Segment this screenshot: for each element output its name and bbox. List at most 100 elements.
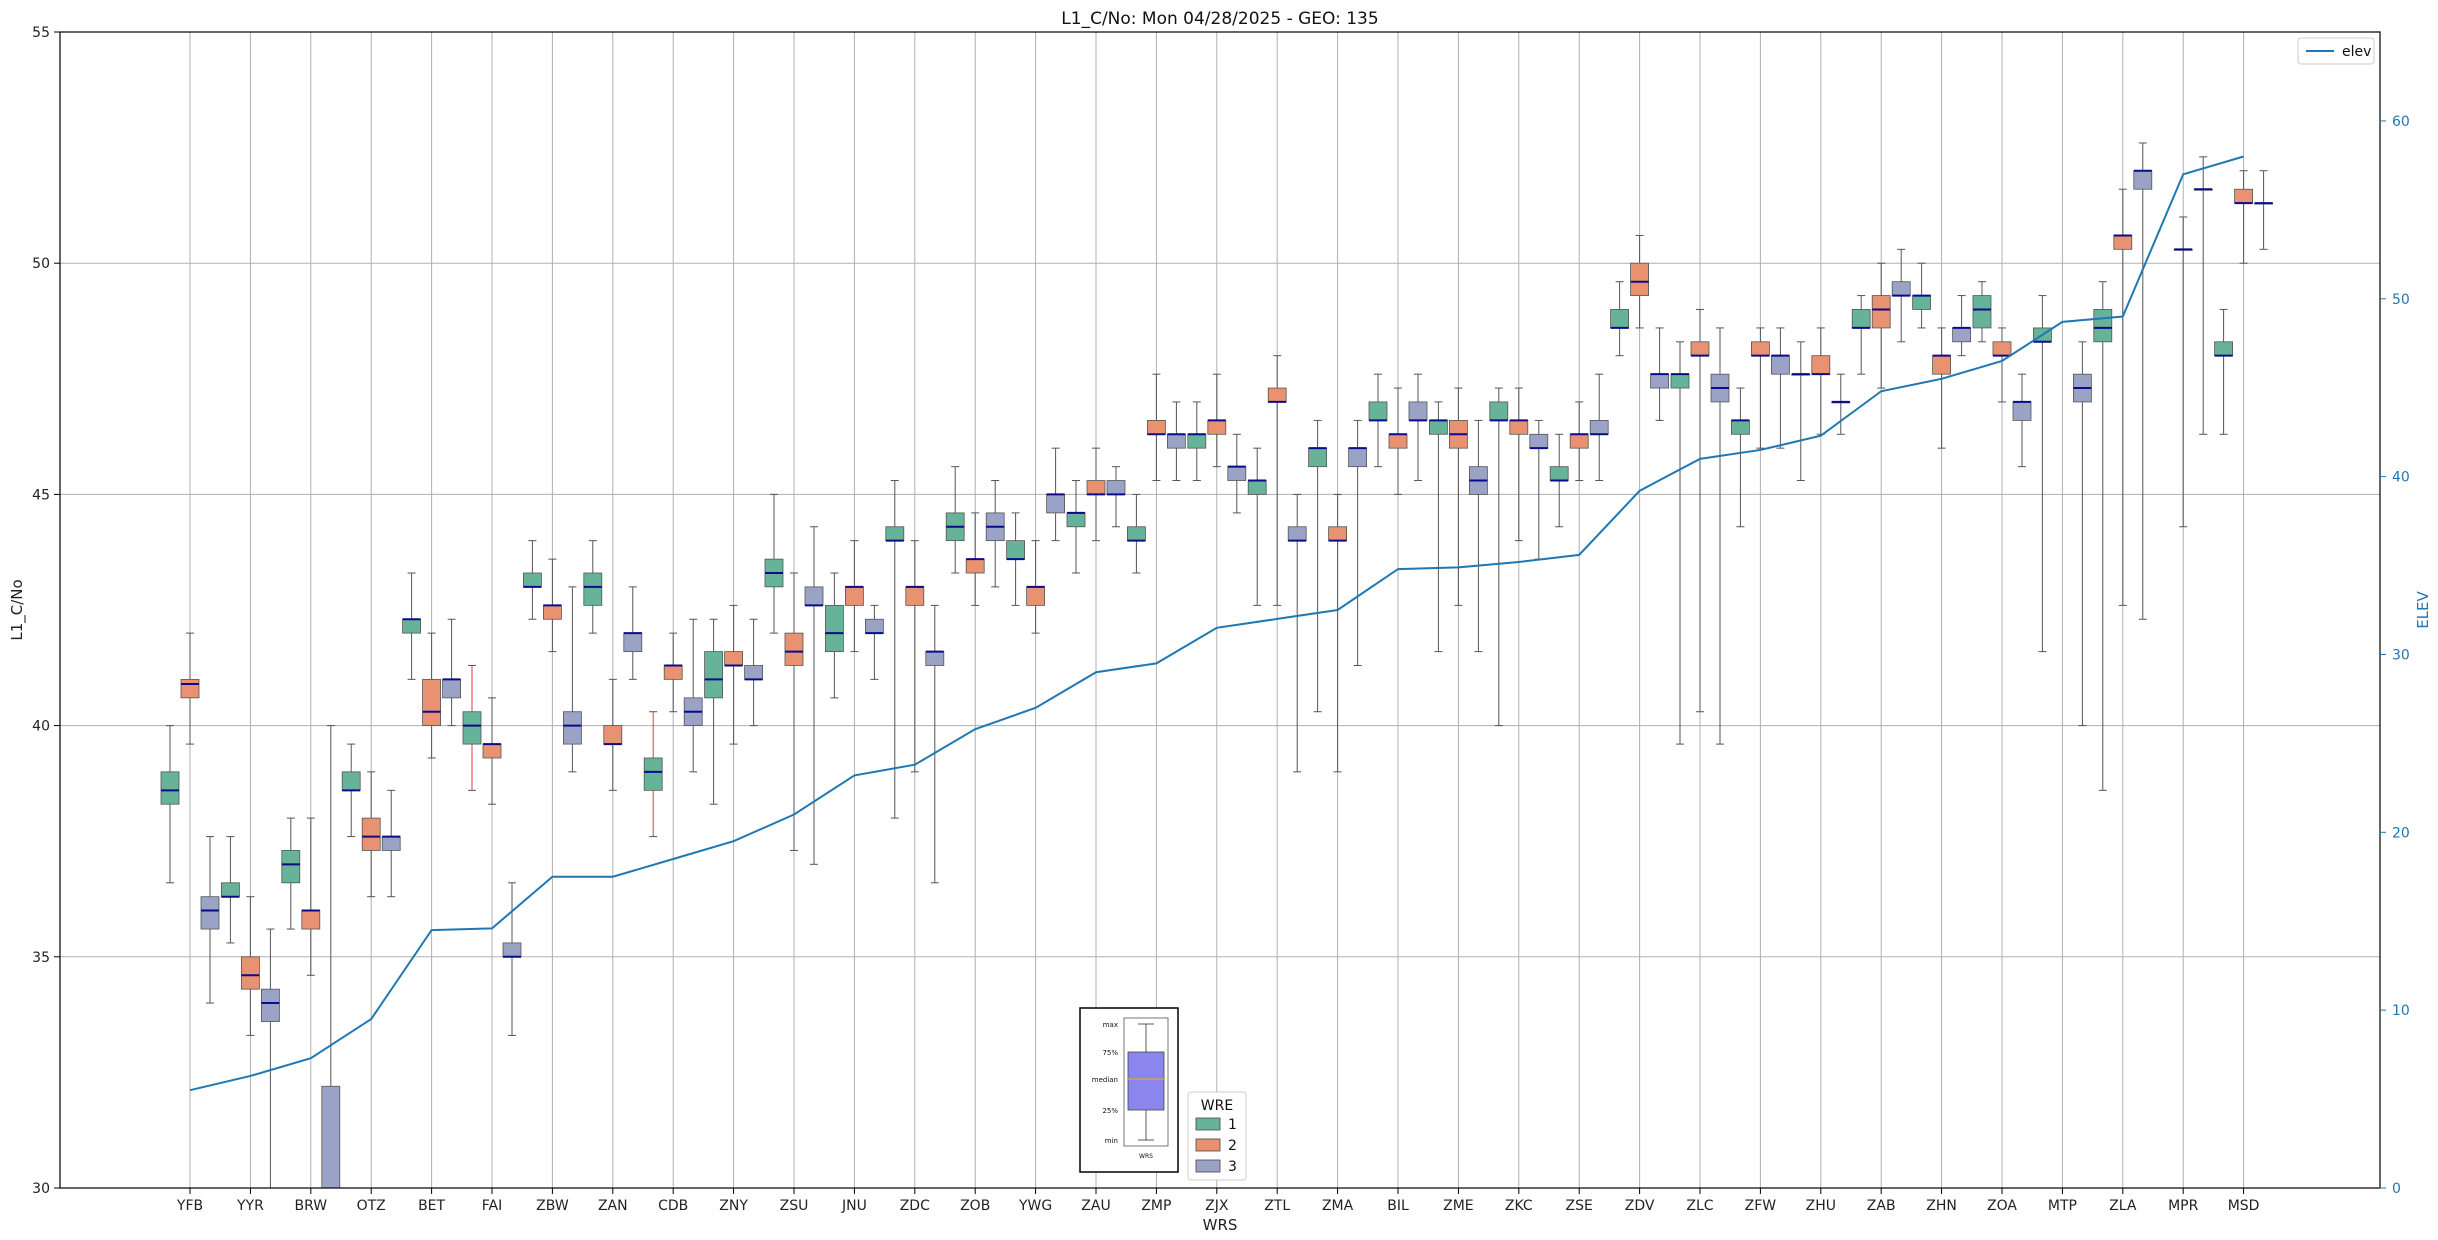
iqr-box bbox=[341, 771, 361, 791]
x-tick-label: ZAU bbox=[1081, 1198, 1110, 1214]
box-ZTL-wre3 bbox=[1287, 493, 1307, 773]
iqr-box bbox=[1147, 420, 1166, 435]
box-ZFW-wre1 bbox=[1731, 387, 1750, 528]
box-YWG-wre1 bbox=[1006, 512, 1025, 606]
box-FAI-wre2 bbox=[482, 697, 502, 805]
box-ZSU-wre2 bbox=[784, 572, 804, 851]
box-ZNY-wre1 bbox=[704, 618, 723, 805]
box-ZAU-wre2 bbox=[1086, 447, 1106, 542]
iqr-box bbox=[784, 632, 804, 666]
box-FAI-wre3 bbox=[502, 882, 522, 1036]
iqr-box bbox=[583, 572, 603, 606]
iqr-box bbox=[1408, 401, 1428, 421]
box-ZDV-wre2 bbox=[1630, 234, 1649, 329]
x-tick-label: YYR bbox=[236, 1198, 264, 1214]
x-tick-label: JNU bbox=[841, 1198, 867, 1214]
iqr-box bbox=[482, 743, 502, 759]
box-ZHU-wre3 bbox=[1831, 373, 1851, 435]
x-tick-label: ZKC bbox=[1505, 1198, 1533, 1214]
iqr-box bbox=[1006, 540, 1025, 560]
x-tick-label: BET bbox=[418, 1198, 445, 1214]
iqr-box bbox=[220, 882, 240, 898]
y2-tick-label: 20 bbox=[2392, 825, 2410, 841]
plot-frame bbox=[59, 31, 2381, 1189]
box-ZOB-wre3 bbox=[985, 480, 1005, 588]
boxplot-key-inset: max 75% median 25% min WRS bbox=[1079, 1007, 1179, 1173]
iqr-box bbox=[1167, 433, 1186, 449]
box-ZJX-wre1 bbox=[1187, 401, 1207, 482]
y-tick-label: 45 bbox=[32, 487, 50, 503]
box-ZTL-wre1 bbox=[1247, 447, 1267, 606]
box-ZOA-wre3 bbox=[2012, 373, 2032, 468]
box-ZMA-wre1 bbox=[1308, 419, 1327, 713]
iqr-box bbox=[744, 665, 763, 680]
iqr-box bbox=[1751, 341, 1770, 357]
box-BET-wre1 bbox=[402, 572, 422, 680]
box-ZJX-wre3 bbox=[1227, 433, 1247, 514]
iqr-box bbox=[1046, 493, 1065, 514]
iqr-box bbox=[724, 651, 743, 666]
box-MSD-wre3 bbox=[2254, 170, 2274, 250]
x-tick-label: ZFW bbox=[1745, 1198, 1777, 1214]
wre-legend-swatch-2 bbox=[1195, 1138, 1221, 1152]
elev-legend-frame bbox=[2297, 37, 2375, 65]
iqr-box bbox=[2113, 235, 2133, 250]
y-tick-label: 35 bbox=[32, 950, 50, 966]
x-tick-label: BIL bbox=[1387, 1198, 1409, 1214]
box-ZFW-wre2 bbox=[1751, 327, 1770, 449]
y-axis-label: L1_C/No bbox=[8, 579, 27, 640]
axis-layer: 30 35 40 45 50 55 0 10 20 30 40 50 60 YFB YYR BRW OTZ BET… bbox=[32, 25, 2410, 1214]
x-tick-label: MPR bbox=[2168, 1198, 2199, 1214]
iqr-box bbox=[1650, 373, 1669, 389]
iqr-box bbox=[1690, 341, 1710, 357]
box-ZOA-wre1 bbox=[1972, 281, 1992, 343]
elev-legend-label: elev bbox=[2342, 44, 2371, 60]
wre-legend-frame bbox=[1187, 1091, 1247, 1181]
box-YYR-wre2 bbox=[240, 896, 260, 1036]
box-ZHN-wre2 bbox=[1932, 327, 1951, 449]
iqr-box bbox=[1287, 526, 1307, 542]
elev-line bbox=[189, 155, 2244, 1092]
iqr-box bbox=[965, 558, 985, 574]
wre-legend-swatch-3 bbox=[1195, 1159, 1221, 1173]
box-MTP-wre3 bbox=[2072, 341, 2092, 727]
box-MPR-wre3 bbox=[2193, 156, 2213, 435]
x-tick-label: ZDV bbox=[1625, 1198, 1655, 1214]
box-YYR-wre3 bbox=[260, 928, 280, 1188]
box-BRW-wre1 bbox=[281, 817, 301, 930]
iqr-box bbox=[2214, 341, 2234, 357]
iqr-box bbox=[1912, 295, 1931, 310]
box-ZBW-wre2 bbox=[543, 558, 562, 653]
box-ZMP-wre3 bbox=[1167, 401, 1186, 482]
x-tick-label: ZAN bbox=[598, 1198, 628, 1214]
x-tick-label: YWG bbox=[1018, 1198, 1052, 1214]
iqr-box bbox=[1670, 373, 1690, 389]
box-ZME-wre3 bbox=[1469, 419, 1488, 653]
x-axis-label: WRS bbox=[1203, 1216, 1238, 1234]
x-tick-label: ZJX bbox=[1205, 1198, 1229, 1214]
y2-axis-label: ELEV bbox=[2414, 590, 2432, 628]
iqr-box bbox=[1630, 262, 1649, 296]
box-BET-wre2 bbox=[422, 632, 442, 759]
iqr-box bbox=[1429, 420, 1448, 435]
box-ZKC-wre1 bbox=[1489, 387, 1509, 727]
inset-xlabel: WRS bbox=[1139, 1153, 1153, 1160]
box-MSD-wre2 bbox=[2234, 170, 2254, 264]
box-OTZ-wre1 bbox=[341, 743, 361, 838]
iqr-box bbox=[1348, 447, 1367, 468]
x-tick-label: FAI bbox=[482, 1198, 502, 1214]
iqr-box bbox=[1992, 341, 2012, 357]
iqr-box bbox=[1811, 355, 1831, 375]
box-JNU-wre1 bbox=[825, 572, 844, 699]
iqr-box bbox=[905, 586, 925, 606]
box-MPR-wre2 bbox=[2173, 216, 2193, 528]
wre-legend-swatch-1 bbox=[1195, 1117, 1221, 1131]
box-ZOA-wre2 bbox=[1992, 327, 2012, 403]
inset-label-median: median bbox=[1092, 1076, 1118, 1084]
iqr-box bbox=[704, 651, 723, 699]
y2-tick-label: 50 bbox=[2392, 292, 2410, 308]
iqr-box bbox=[422, 678, 442, 726]
box-YWG-wre3 bbox=[1046, 447, 1065, 542]
box-CDB-wre1 bbox=[643, 711, 663, 838]
box-YWG-wre2 bbox=[1026, 540, 1045, 634]
